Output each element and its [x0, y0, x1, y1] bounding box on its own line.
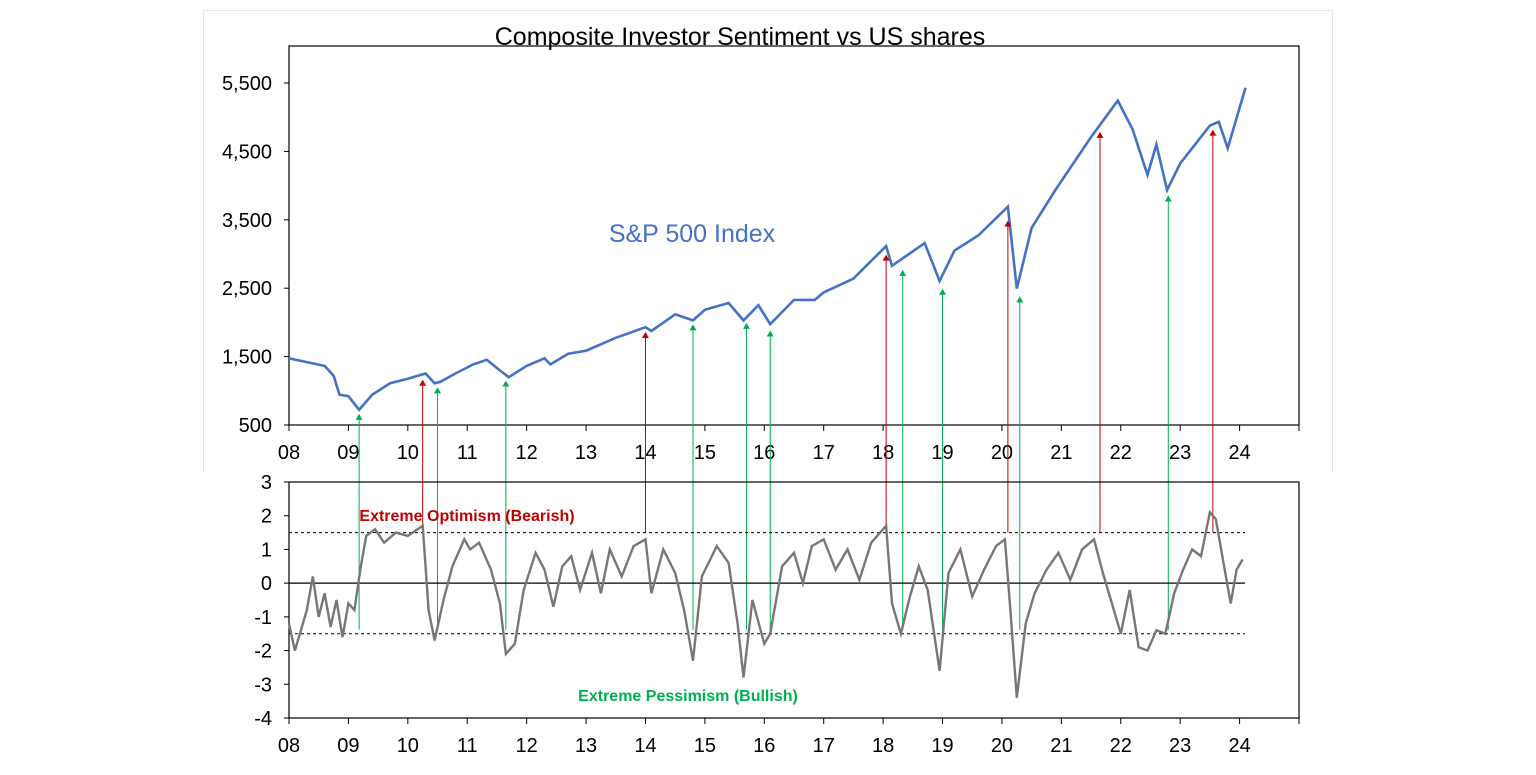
lower-x-tick-label: 12 [516, 735, 538, 757]
upper-x-tick-label: 11 [457, 442, 478, 464]
upper-y-tick-label: 1,500 [222, 347, 272, 369]
pessimism-marker [766, 330, 774, 337]
lower-x-tick-label: 16 [753, 735, 775, 757]
optimism-marker [1096, 131, 1104, 138]
lower-x-tick-label: 24 [1228, 735, 1250, 757]
pessimism-marker [899, 269, 907, 276]
upper-x-tick-label: 17 [813, 442, 835, 464]
lower-x-tick-label: 22 [1110, 735, 1132, 757]
upper-x-tick-label: 08 [278, 442, 300, 464]
lower-plot-area [288, 481, 1300, 719]
upper-y-tick-label: 500 [239, 415, 272, 437]
upper-x-tick-label: 21 [1050, 442, 1072, 464]
upper-x-tick-label: 09 [337, 442, 359, 464]
lower-x-tick-label: 18 [872, 735, 894, 757]
pessimism-marker [1016, 296, 1024, 303]
pessimism-marker [742, 322, 750, 329]
lower-y-tick-label: 0 [261, 573, 272, 595]
lower-y-tick-label: 1 [261, 539, 272, 561]
upper-x-tick-label: 20 [991, 442, 1013, 464]
upper-y-tick-label: 5,500 [222, 73, 272, 95]
lower-x-tick-label: 19 [931, 735, 953, 757]
upper-x-tick-label: 23 [1169, 442, 1191, 464]
lower-x-tick-label: 11 [457, 735, 478, 757]
pessimism-marker [355, 413, 363, 420]
lower-x-tick-label: 20 [991, 735, 1013, 757]
lower-x-tick-label: 08 [278, 735, 300, 757]
lower-x-tick-label: 14 [634, 735, 656, 757]
upper-x-tick-label: 18 [872, 442, 894, 464]
pessimism-marker [502, 380, 510, 387]
lower-y-tick-label: -3 [254, 674, 272, 696]
optimism-annotation: Extreme Optimism (Bearish) [359, 508, 574, 525]
chart-title: Composite Investor Sentiment vs US share… [495, 23, 985, 51]
lower-x-tick-label: 17 [813, 735, 835, 757]
lower-y-tick-label: -4 [254, 708, 272, 730]
pessimism-marker [939, 288, 947, 295]
lower-y-tick-label: -1 [254, 607, 272, 629]
upper-x-tick-label: 22 [1110, 442, 1132, 464]
optimism-marker [1004, 220, 1012, 227]
lower-x-tick-label: 09 [337, 735, 359, 757]
lower-y-tick-label: 2 [261, 506, 272, 528]
lower-x-tick-label: 10 [397, 735, 419, 757]
upper-x-tick-label: 12 [516, 442, 538, 464]
upper-x-tick-label: 16 [753, 442, 775, 464]
spx-series-line [288, 87, 1247, 412]
optimism-marker [1209, 129, 1217, 136]
lower-x-tick-label: 15 [694, 735, 716, 757]
upper-y-tick-label: 2,500 [222, 278, 272, 300]
optimism-marker [419, 379, 427, 386]
upper-x-tick-label: 15 [694, 442, 716, 464]
pessimism-marker [434, 387, 442, 394]
upper-x-tick-label: 10 [397, 442, 419, 464]
lower-x-tick-label: 21 [1050, 735, 1072, 757]
lower-x-tick-label: 23 [1169, 735, 1191, 757]
upper-y-tick-label: 4,500 [222, 141, 272, 163]
upper-y-tick-label: 3,500 [222, 210, 272, 232]
upper-x-tick-label: 24 [1228, 442, 1250, 464]
sentiment-series-line [287, 509, 1244, 698]
lower-y-tick-label: 3 [261, 472, 272, 494]
pessimism-marker [689, 324, 697, 331]
optimism-marker [641, 331, 649, 338]
lower-x-tick-label: 13 [575, 735, 597, 757]
optimism-marker [882, 254, 890, 261]
pessimism-annotation: Extreme Pessimism (Bullish) [578, 688, 798, 705]
chart-frame [203, 10, 1333, 473]
upper-plot-area [288, 45, 1300, 426]
lower-y-tick-label: -2 [254, 641, 272, 663]
upper-x-tick-label: 13 [575, 442, 597, 464]
spx-series-label: S&P 500 Index [609, 220, 776, 248]
pessimism-marker [1164, 195, 1172, 202]
